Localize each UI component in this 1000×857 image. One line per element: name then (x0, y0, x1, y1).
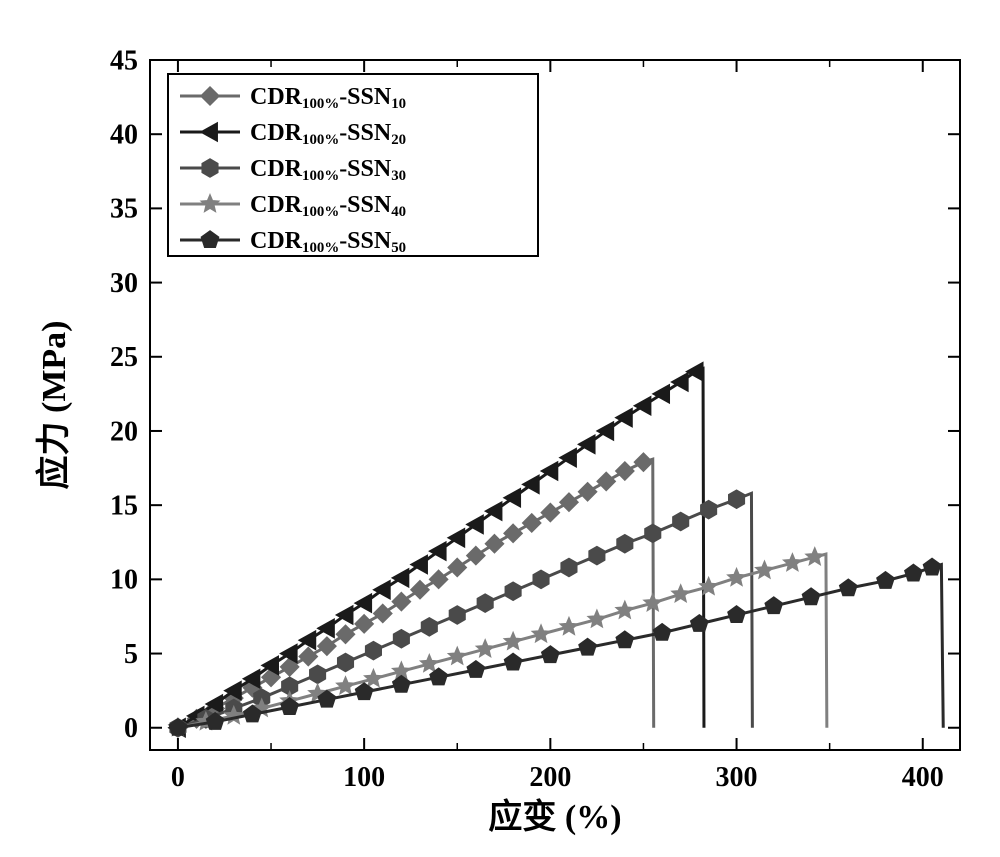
x-tick-label: 400 (902, 762, 944, 793)
legend-label-ssn40: CDR100%-SSN40 (250, 192, 406, 220)
y-axis-label: 应力 (MPa) (35, 320, 73, 489)
series-line-ssn40 (178, 554, 827, 728)
x-axis-label: 应变 (%) (488, 798, 621, 836)
series-group (169, 363, 943, 737)
y-tick-label: 40 (110, 120, 138, 151)
series-markers-ssn30 (170, 490, 744, 737)
legend-label-ssn30: CDR100%-SSN30 (250, 156, 406, 184)
y-tick-label: 10 (110, 565, 138, 596)
y-tick-label: 15 (110, 490, 138, 521)
y-tick-label: 5 (124, 639, 138, 670)
x-tick-label: 100 (343, 762, 385, 793)
legend-label-ssn50: CDR100%-SSN50 (250, 228, 406, 256)
x-tick-label: 200 (529, 762, 571, 793)
stress-strain-chart: 0 100 200 300 400 0 5 10 15 20 25 30 35 40 45 应变 (%) 应力 … (0, 0, 1000, 857)
x-tick-label: 0 (171, 762, 185, 793)
legend-label-ssn10: CDR100%-SSN10 (250, 84, 406, 112)
y-tick-label: 35 (110, 194, 138, 225)
legend-label-ssn20: CDR100%-SSN20 (250, 120, 406, 148)
series-markers-ssn40 (169, 548, 823, 735)
y-tick-label: 45 (110, 45, 138, 76)
y-tick-label: 0 (124, 713, 138, 744)
y-tick-label: 30 (110, 268, 138, 299)
y-tick-label: 20 (110, 416, 138, 447)
y-tick-label: 25 (110, 342, 138, 373)
x-tick-label: 300 (716, 762, 758, 793)
